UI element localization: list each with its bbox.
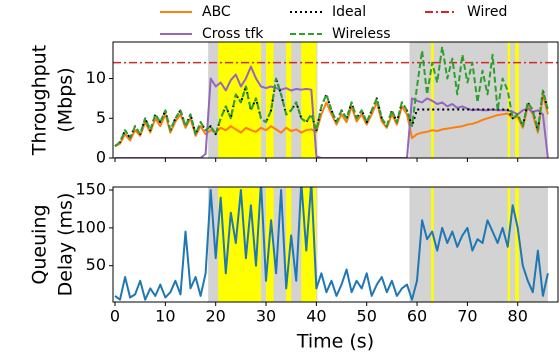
legend-label: Wireless bbox=[332, 26, 391, 42]
y-axis-label: Throughput bbox=[29, 45, 51, 156]
x-tick-label: 20 bbox=[206, 307, 226, 326]
x-tick-label: 50 bbox=[357, 307, 377, 326]
y-tick-label: 0 bbox=[96, 148, 106, 167]
span bbox=[301, 42, 317, 158]
x-tick-label: 30 bbox=[256, 307, 276, 326]
x-tick-label: 60 bbox=[407, 307, 427, 326]
span bbox=[507, 42, 511, 158]
series-line bbox=[114, 45, 549, 147]
x-tick-label: 0 bbox=[110, 307, 120, 326]
legend-label: Wired bbox=[467, 4, 507, 20]
x-tick-label: 70 bbox=[457, 307, 477, 326]
plot-area bbox=[113, 42, 558, 158]
legend-label: ABC bbox=[202, 4, 231, 20]
x-tick-label: 10 bbox=[155, 307, 175, 326]
plot-area bbox=[114, 187, 549, 302]
x-axis-label: Time (s) bbox=[296, 331, 374, 353]
y-tick-label: 5 bbox=[96, 108, 106, 127]
span bbox=[431, 187, 434, 302]
x-tick-label: 80 bbox=[508, 307, 528, 326]
y-tick-label: 150 bbox=[75, 180, 106, 199]
span bbox=[286, 187, 292, 302]
y-axis-label: (Mbps) bbox=[55, 67, 77, 132]
span bbox=[515, 187, 519, 302]
span bbox=[266, 42, 274, 158]
span bbox=[515, 42, 519, 158]
y-tick-label: 100 bbox=[75, 217, 106, 236]
span bbox=[409, 187, 548, 302]
axes-frame bbox=[112, 41, 559, 159]
legend-label: Cross tfk bbox=[202, 26, 264, 42]
series-line bbox=[114, 187, 549, 301]
y-axis-label: Queuing bbox=[29, 204, 51, 284]
y-tick-label: 50 bbox=[86, 255, 106, 274]
span bbox=[286, 42, 292, 158]
y-axis-label: Delay (ms) bbox=[55, 193, 77, 297]
x-tick-label: 40 bbox=[306, 307, 326, 326]
axes-frame bbox=[112, 186, 559, 303]
y-tick-label: 10 bbox=[86, 68, 106, 87]
series-line bbox=[115, 65, 549, 158]
legend-label: Ideal bbox=[332, 4, 366, 20]
